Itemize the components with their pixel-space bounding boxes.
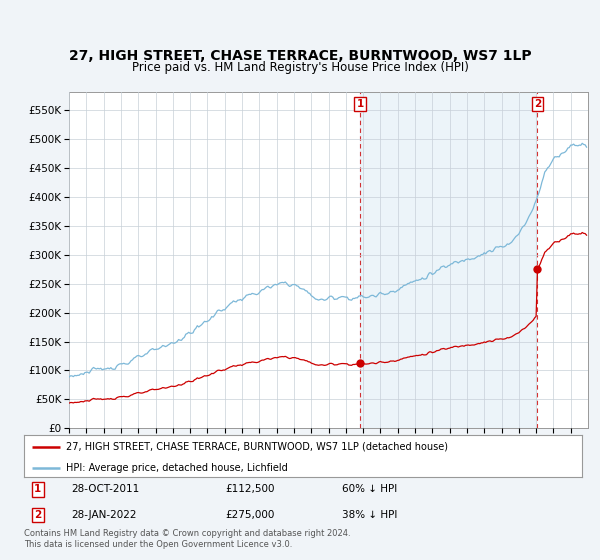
Text: 28-JAN-2022: 28-JAN-2022 — [71, 510, 137, 520]
Text: 27, HIGH STREET, CHASE TERRACE, BURNTWOOD, WS7 1LP (detached house): 27, HIGH STREET, CHASE TERRACE, BURNTWOO… — [66, 442, 448, 452]
Text: Contains HM Land Registry data © Crown copyright and database right 2024.
This d: Contains HM Land Registry data © Crown c… — [24, 529, 350, 549]
Text: 27, HIGH STREET, CHASE TERRACE, BURNTWOOD, WS7 1LP: 27, HIGH STREET, CHASE TERRACE, BURNTWOO… — [68, 49, 532, 63]
Text: HPI: Average price, detached house, Lichfield: HPI: Average price, detached house, Lich… — [66, 463, 287, 473]
Text: £275,000: £275,000 — [225, 510, 274, 520]
Text: 1: 1 — [356, 99, 364, 109]
Text: 1: 1 — [34, 484, 41, 494]
Text: 2: 2 — [34, 510, 41, 520]
Text: 38% ↓ HPI: 38% ↓ HPI — [342, 510, 397, 520]
Text: £112,500: £112,500 — [225, 484, 274, 494]
Text: 60% ↓ HPI: 60% ↓ HPI — [342, 484, 397, 494]
Text: 2: 2 — [534, 99, 541, 109]
Text: Price paid vs. HM Land Registry's House Price Index (HPI): Price paid vs. HM Land Registry's House … — [131, 60, 469, 74]
Text: 28-OCT-2011: 28-OCT-2011 — [71, 484, 140, 494]
